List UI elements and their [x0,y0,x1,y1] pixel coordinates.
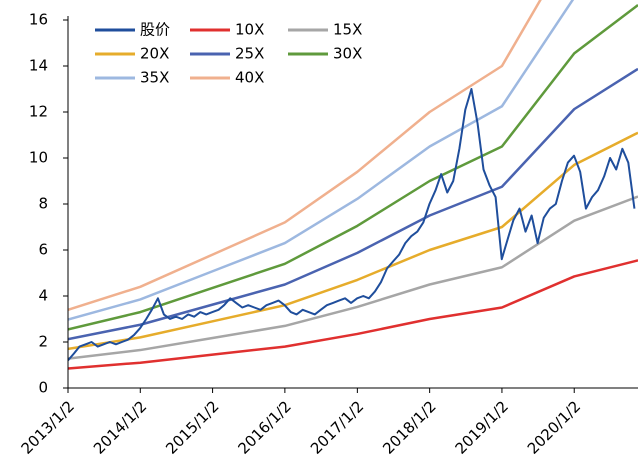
x-tick-label: 2019/1/2 [452,397,512,457]
y-tick-label: 4 [38,287,48,305]
x-tick-label: 2020/1/2 [524,397,584,457]
legend-label: 10X [235,21,264,39]
series-line [68,4,638,331]
legend-label: 股价 [140,21,170,39]
x-tick-label: 2014/1/2 [90,397,150,457]
legend-label: 30X [333,45,362,63]
x-tick-label: 2018/1/2 [379,397,439,457]
legend-label: 15X [333,21,362,39]
y-tick-label: 12 [29,103,48,121]
plot-area [68,0,638,370]
legend-label: 40X [235,69,264,87]
series-line [68,0,542,311]
series-line [68,195,638,360]
series-line [68,0,575,321]
y-tick-label: 6 [38,241,48,259]
x-tick-label: 2016/1/2 [235,397,295,457]
y-tick-label: 2 [38,333,48,351]
y-tick-label: 0 [38,379,48,397]
series-line [68,88,636,362]
y-tick-label: 10 [29,149,48,167]
legend-label: 25X [235,45,264,63]
y-tick-label: 8 [38,195,48,213]
y-tick-label: 16 [29,11,48,29]
series-line [68,67,638,341]
x-tick-label: 2017/1/2 [307,397,367,457]
x-tick-label: 2013/1/2 [18,397,78,457]
legend-label: 20X [140,45,169,63]
series-line [68,259,638,370]
legend-label: 35X [140,69,169,87]
y-tick-label: 14 [29,57,48,75]
series-line [68,131,638,351]
x-tick-label: 2015/1/2 [162,397,222,457]
